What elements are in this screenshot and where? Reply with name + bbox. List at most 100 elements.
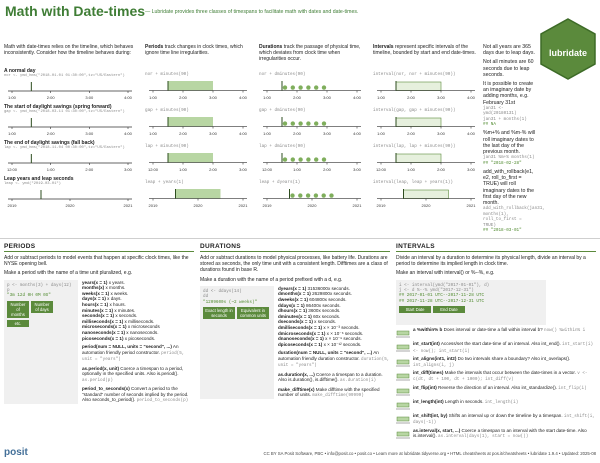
tick-label: 3:00 [323,95,332,100]
title: Math with Date-times [5,3,146,19]
section-text: Divide an interval by a duration to dete… [396,255,586,268]
code-labels: Start Date End Date [399,304,543,322]
entry-example: int_aligns(i, j) [413,362,455,368]
function: dseconds(x = 1) x seconds. [278,319,390,325]
interval-span [395,117,442,127]
code-line: "3m 12d 0H 0M 0S" [7,293,51,299]
entry-description: Does interval or date-time a fall within… [443,327,543,333]
function-description: x × 10⁻⁹ seconds. [325,336,362,342]
function-description: x microseconds [127,324,160,330]
item-icon [396,402,410,410]
entry-signature: int_start(int) [413,341,440,347]
interval-item: int_start(int) Access/set the start date… [396,339,596,354]
section-heading: INTERVALS [396,243,596,252]
function-name: seconds(x = 1) [82,313,115,319]
item-icon [396,388,410,396]
code-label: Start Date [399,306,431,314]
function-name: months(x) [82,285,105,291]
function: seconds(x = 1) x seconds. [82,313,194,319]
function-description: x days. [107,296,122,302]
tick-label: 4:00 [124,95,133,100]
entry: int_start(int) Access/set the start date… [413,341,596,354]
function-name: dpicoseconds(x = 1) [278,341,323,347]
function-description: x nanoseconds. [126,329,159,335]
function-description: 3600x seconds. [308,308,341,314]
function-name: weeks(x = 1) [82,290,110,296]
timeline: 1:00 2:00 3:00 4:00 [149,117,248,136]
code-box: p <- months(3) + days(12) p "3m 12d 0H 0M … [4,279,78,404]
entry-description: An automation friendly duration construc… [278,350,379,361]
tick-label: 2021 [353,203,363,208]
code-line: j <- d %--% ymd("2017-12-31") [399,288,474,294]
note: It is possible to create an imaginary da… [483,81,537,127]
entry-description: Coerce a timespan to a duration. Also is… [278,371,383,383]
duration-dot [282,157,288,162]
duration-dot [298,193,303,198]
function-name: milliseconds(x = 1) [82,318,124,324]
function-description: x × 10⁻⁶ seconds. [326,330,364,336]
timeline: 12:00 1:00 2:00 3:00 [148,153,248,172]
tick-label: 2:00 [179,131,188,136]
duration-dot [305,193,311,198]
tick-label: 2:00 [47,131,56,136]
tick-label: 1:00 [377,131,386,136]
timeline: 12:00 1:00 2:00 3:00 [376,153,476,172]
duration-dot [282,121,288,126]
interval-span [403,189,449,199]
tick-label: 3:00 [209,95,218,100]
duration-dot [321,157,327,162]
tick-label: 12:00 [262,167,273,172]
function-name: dseconds(x = 1) [278,319,313,325]
entry-example: int_shift(i, days(-1)) [413,413,595,426]
tick-label: 2021 [124,203,134,208]
entry-example: duration(5, unit = "years") [278,356,390,369]
tick-label: 1:00 [263,131,272,136]
function: dpicoseconds(x = 1) x × 10⁻¹² seconds. [278,342,390,348]
function: dmilliseconds(x = 1) x × 10⁻³ seconds. [278,325,390,331]
item-text: int_flip(int) Reverse the direction of a… [413,383,596,397]
entry: period(num = NULL, units = "second", ...… [82,344,194,362]
entry-example: period(5, unit = "years") [82,350,185,363]
item-text: a %within% b Does interval or date-time … [413,325,596,339]
tick-label: 12:00 [148,167,159,172]
entry: int_shift(int, by) Shifts an interval up… [413,413,596,426]
tick-label: 4:00 [239,131,248,136]
entry: duration(num = NULL, units = "second", .… [278,350,390,368]
cell-code: nor + dminutes(90) [259,72,306,77]
timeline: 1:00 2:00 3:00 4:00 [377,81,476,100]
tick-label: 2:00 [293,131,302,136]
notes: Not all years are 365 days due to leap d… [483,44,545,236]
code-label: Number of months [7,300,29,318]
code-label: Equivalent in common units [237,307,269,320]
entry-description: An automation friendly period constructo… [82,344,179,355]
function-name: dmonths(x = 1) [278,291,311,297]
interval-item: as.interval(x, start, ...) Coerce a time… [396,426,596,440]
function-description: x hours. [109,301,126,307]
code-box: i <- interval(ymd("2017-01-01"), d) j <- … [396,279,546,326]
footer-brand: posit [4,447,28,458]
function: milliseconds(x = 1) x milliseconds. [82,319,194,325]
tick-label: 1:00 [407,167,416,172]
section-body: i <- interval(ymd("2017-01-01"), d) j <- … [396,279,596,440]
item-text: int_length(int) Length in seconds. int_l… [413,397,596,411]
column-heading: Intervals represent specific intervals o… [373,44,479,56]
entry-description: Convert a period to the "standard" numbe… [82,386,189,403]
code-labels: Number of monthsNumber of daysetc. [7,299,75,336]
tick-label: 3:00 [124,167,133,172]
tick-label: 1:00 [8,95,17,100]
function-description: x × 10⁻¹² seconds. [323,341,362,347]
function: hours(x = 1) x hours. [82,302,194,308]
tick-label: 1:00 [149,95,158,100]
code-label: Exact length in seconds [203,307,235,320]
entry: a %within% b Does interval or date-time … [413,327,596,333]
code-line: "1209600s (~2 weeks)" [203,299,258,305]
cell-code: lap + dminutes(90) [259,144,306,149]
note-code: jan31 %m+% months(1) [483,155,535,161]
function-name: ddays(x = 1) [278,302,305,308]
code-line: p <- months(3) + days(12) [7,282,72,288]
duration-dot [321,85,327,90]
function-name: minutes(x = 1) [82,307,114,313]
code-line: p [7,288,10,294]
timeline: 1:00 2:00 3:00 4:00 [149,81,248,100]
note: add_with_rollback(e1, e2, roll_to_first … [483,169,545,233]
